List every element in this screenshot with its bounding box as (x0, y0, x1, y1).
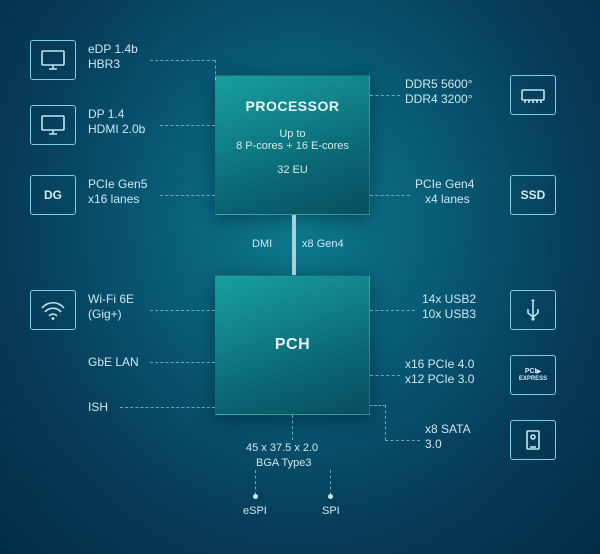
ssd-icon: SSD (521, 188, 546, 202)
sata-label-2: 3.0 (425, 437, 442, 452)
ssd-label-2: x4 lanes (425, 192, 470, 207)
pch-package: BGA Type3 (256, 457, 311, 471)
pcie-icon-box: PCI▶EXPRESS (510, 355, 556, 395)
gbe-label: GbE LAN (88, 355, 139, 370)
ssd-icon-box: SSD (510, 175, 556, 215)
dp-line (160, 125, 215, 126)
spi-label: SPI (322, 505, 340, 517)
edp-label-1: eDP 1.4b (88, 42, 138, 57)
sata-line-h (385, 440, 420, 441)
spi-dot (328, 494, 333, 499)
dp-label-1: DP 1.4 (88, 107, 124, 122)
processor-line3: 32 EU (216, 164, 369, 176)
monitor-icon (40, 49, 66, 71)
pch-dimensions: 45 x 37.5 x 2.0 (246, 442, 318, 456)
ish-line (120, 407, 215, 408)
sata-label-1: x8 SATA (425, 422, 471, 437)
pch-chip: PCH (215, 275, 370, 415)
sata-line-h2 (370, 405, 385, 406)
espi-dot (253, 494, 258, 499)
pch-sub-line (292, 415, 293, 440)
ssd-label-1: PCIe Gen4 (415, 177, 474, 192)
edp-icon-box (30, 40, 76, 80)
usb-icon-box (510, 290, 556, 330)
usb-label-1: 14x USB2 (422, 292, 476, 307)
wifi-label-1: Wi-Fi 6E (88, 292, 134, 307)
ssd-line (370, 195, 410, 196)
pcie-line (370, 375, 400, 376)
ram-icon (520, 84, 546, 106)
ddr-line (370, 95, 400, 96)
bridge-dmi: DMI (252, 238, 272, 252)
ram-icon-box (510, 75, 556, 115)
ish-label: ISH (88, 400, 108, 415)
processor-line1: Up to (216, 128, 369, 140)
wifi-label-2: (Gig+) (88, 307, 122, 322)
usb-label-2: 10x USB3 (422, 307, 476, 322)
dp-icon-box (30, 105, 76, 145)
hdd-icon (520, 429, 546, 451)
wifi-icon (40, 299, 66, 321)
espi-label: eSPI (243, 505, 267, 517)
bridge-gen4: x8 Gen4 (302, 238, 344, 252)
dp-label-2: HDMI 2.0b (88, 122, 145, 137)
pcie-label-1: x16 PCIe 4.0 (405, 357, 474, 372)
ddr-label-1: DDR5 5600° (405, 77, 473, 92)
pcie-label-2: x12 PCIe 3.0 (405, 372, 474, 387)
wifi-icon-box (30, 290, 76, 330)
gbe-line (150, 362, 215, 363)
sata-line-v (385, 405, 386, 440)
processor-chip: PROCESSOR Up to 8 P-cores + 16 E-cores 3… (215, 75, 370, 215)
pcie5-line (160, 195, 215, 196)
pcie-icon: PCI▶EXPRESS (519, 368, 547, 382)
edp-label-2: HBR3 (88, 57, 120, 72)
dmi-link (292, 215, 296, 275)
processor-line2: 8 P-cores + 16 E-cores (216, 140, 369, 152)
usb-line (370, 310, 415, 311)
sata-icon-box (510, 420, 556, 460)
usb-icon (520, 299, 546, 321)
pcie5-label-2: x16 lanes (88, 192, 139, 207)
wifi-line (150, 310, 215, 311)
pch-title: PCH (275, 336, 310, 354)
pcie5-label-1: PCIe Gen5 (88, 177, 147, 192)
edp-line-v (215, 60, 216, 80)
monitor-icon (40, 114, 66, 136)
edp-line (150, 60, 215, 61)
processor-title: PROCESSOR (216, 98, 369, 114)
espi-line-1 (255, 470, 256, 495)
dg-icon: DG (44, 188, 62, 202)
platform-block-diagram: PROCESSOR Up to 8 P-cores + 16 E-cores 3… (0, 0, 600, 554)
dg-icon-box: DG (30, 175, 76, 215)
ddr-label-2: DDR4 3200° (405, 92, 473, 107)
espi-line-2 (330, 470, 331, 495)
